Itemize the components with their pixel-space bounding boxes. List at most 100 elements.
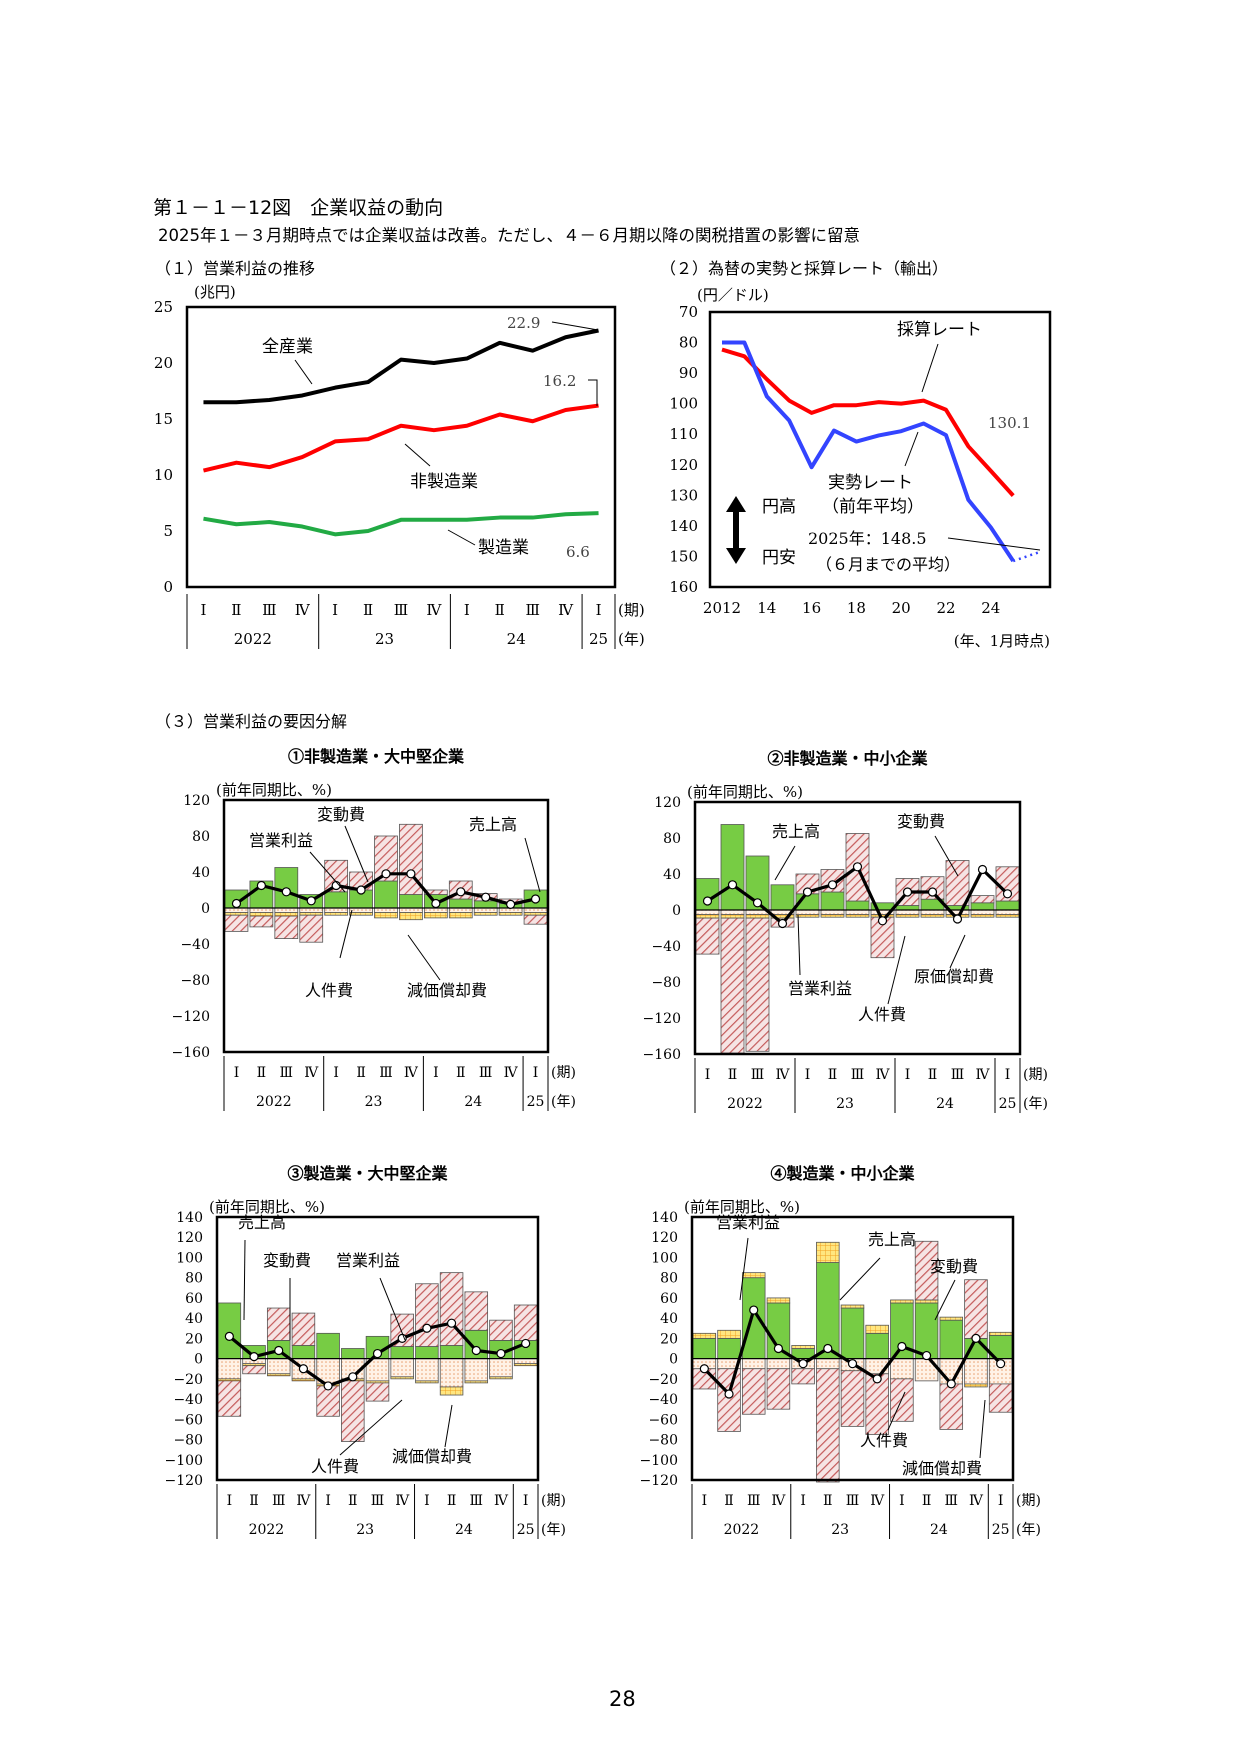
varcost-bar xyxy=(224,914,249,932)
depreciation-bar xyxy=(291,1378,316,1382)
leader-line xyxy=(339,909,353,959)
yen-weak-label: 円安 xyxy=(762,548,796,568)
labor-bar xyxy=(845,909,870,915)
depreciation-bar xyxy=(865,1324,889,1334)
leader-line xyxy=(379,1277,406,1341)
labor-bar xyxy=(266,1358,291,1375)
quarter-tick-label: Ⅰ xyxy=(433,1065,439,1081)
labor-bar xyxy=(448,907,473,913)
y-tick-label: −100 xyxy=(640,1453,678,1469)
varcost-bar xyxy=(349,871,373,891)
y-tick-label: −120 xyxy=(640,1473,678,1489)
depreciation-bar xyxy=(914,1299,939,1304)
profit-point xyxy=(773,1343,784,1354)
varcost-bar xyxy=(513,1304,538,1341)
plot-frame xyxy=(690,1215,1015,1482)
y-tick-label: 130 xyxy=(669,486,698,504)
varcost-bar xyxy=(920,876,945,900)
profit-point xyxy=(752,898,763,908)
labor-bar xyxy=(217,1358,242,1380)
quarter-tick-label: Ⅱ xyxy=(828,1067,838,1083)
quarter-tick-label: Ⅱ xyxy=(823,1493,833,1509)
y-unit-label: (兆円) xyxy=(194,283,236,301)
y-tick-label: 25 xyxy=(154,298,173,316)
y-tick-label: −20 xyxy=(173,1372,203,1388)
component-label: 変動費 xyxy=(930,1257,978,1276)
varcost-bar xyxy=(523,914,548,925)
leader-line xyxy=(949,934,966,969)
quarter-tick-label: Ⅰ xyxy=(596,601,602,619)
leader-line xyxy=(404,443,431,467)
quarter-tick-label: Ⅰ xyxy=(332,601,338,619)
sales-bar xyxy=(920,898,945,911)
labor-bar xyxy=(291,1358,316,1380)
quarter-tick-label: Ⅳ xyxy=(969,1493,984,1509)
varcost-bar xyxy=(473,893,498,902)
profit-point xyxy=(481,892,491,902)
profit-point xyxy=(702,896,713,906)
y-tick-label: 140 xyxy=(651,1210,678,1226)
profit-point xyxy=(249,1351,259,1362)
quarter-tick-label: Ⅰ xyxy=(705,1067,711,1083)
profit-point xyxy=(902,887,913,897)
depreciation-bar xyxy=(324,912,349,916)
quarter-tick-label: Ⅰ xyxy=(325,1493,331,1509)
year-tick-label: 25 xyxy=(527,1094,545,1110)
component-label: 変動費 xyxy=(263,1251,311,1270)
sales-bar xyxy=(845,900,870,911)
leader-line xyxy=(444,1404,453,1448)
leader-line xyxy=(979,1399,986,1459)
leader-line xyxy=(243,1239,246,1321)
component-label: 人件費 xyxy=(311,1457,359,1476)
profit-line xyxy=(235,872,536,906)
profit-point xyxy=(946,1379,956,1389)
varcost-bar xyxy=(341,1380,365,1442)
y-tick-label: 140 xyxy=(176,1210,203,1226)
leader-line xyxy=(797,914,801,976)
leader-line xyxy=(447,529,476,546)
labor-bar xyxy=(299,907,324,913)
y-tick-label: 0 xyxy=(669,1352,678,1368)
y-tick-label: −60 xyxy=(173,1412,203,1428)
sales-bar xyxy=(448,898,473,909)
labor-bar xyxy=(840,1358,865,1372)
labor-bar xyxy=(791,1358,815,1370)
year-tick-label: 23 xyxy=(831,1522,849,1538)
component-label: 営業利益 xyxy=(788,979,852,998)
quarter-tick-label: Ⅳ xyxy=(426,601,442,619)
depreciation-bar xyxy=(695,914,720,919)
component-label: 営業利益 xyxy=(249,831,313,850)
quarter-tick-label: Ⅳ xyxy=(295,601,311,619)
figure-title: 第１－１－12図 企業収益の動向 xyxy=(153,197,444,219)
leader-line xyxy=(551,321,599,331)
quarter-tick-label: Ⅱ xyxy=(231,601,241,619)
varcost-bar xyxy=(365,1382,390,1402)
profit-point xyxy=(852,862,863,872)
quarter-tick-label: Ⅲ xyxy=(747,1493,761,1509)
y-unit-label: (前年同期比、%) xyxy=(216,781,332,799)
sales-bar xyxy=(324,891,349,909)
quarter-tick-label: Ⅱ xyxy=(447,1493,457,1509)
sales-bar xyxy=(970,902,995,911)
quarter-tick-label: Ⅳ xyxy=(404,1065,419,1081)
y-tick-label: 80 xyxy=(663,831,681,847)
varcost-bar xyxy=(448,880,473,900)
depreciation-bar xyxy=(939,1316,964,1321)
sales-bar xyxy=(692,1337,717,1360)
x-tick-label: 16 xyxy=(802,599,821,617)
year-tick-label: 24 xyxy=(930,1522,948,1538)
sales-bar xyxy=(988,1334,1013,1360)
quarter-tick-label: Ⅳ xyxy=(776,1067,791,1083)
quarter-tick-label: Ⅲ xyxy=(371,1493,385,1509)
labor-bar xyxy=(766,1358,791,1370)
depreciation-bar xyxy=(415,1380,439,1384)
labor-bar xyxy=(695,909,720,915)
labor-bar xyxy=(920,909,945,915)
series-label: 採算レート xyxy=(897,320,982,340)
plot-frame xyxy=(693,800,1022,1056)
depreciation-bar xyxy=(473,912,498,916)
quarter-tick-label: Ⅱ xyxy=(728,1067,738,1083)
sales-bar xyxy=(291,1345,316,1360)
varcost-bar xyxy=(945,860,970,906)
y-tick-label: 5 xyxy=(163,522,173,540)
